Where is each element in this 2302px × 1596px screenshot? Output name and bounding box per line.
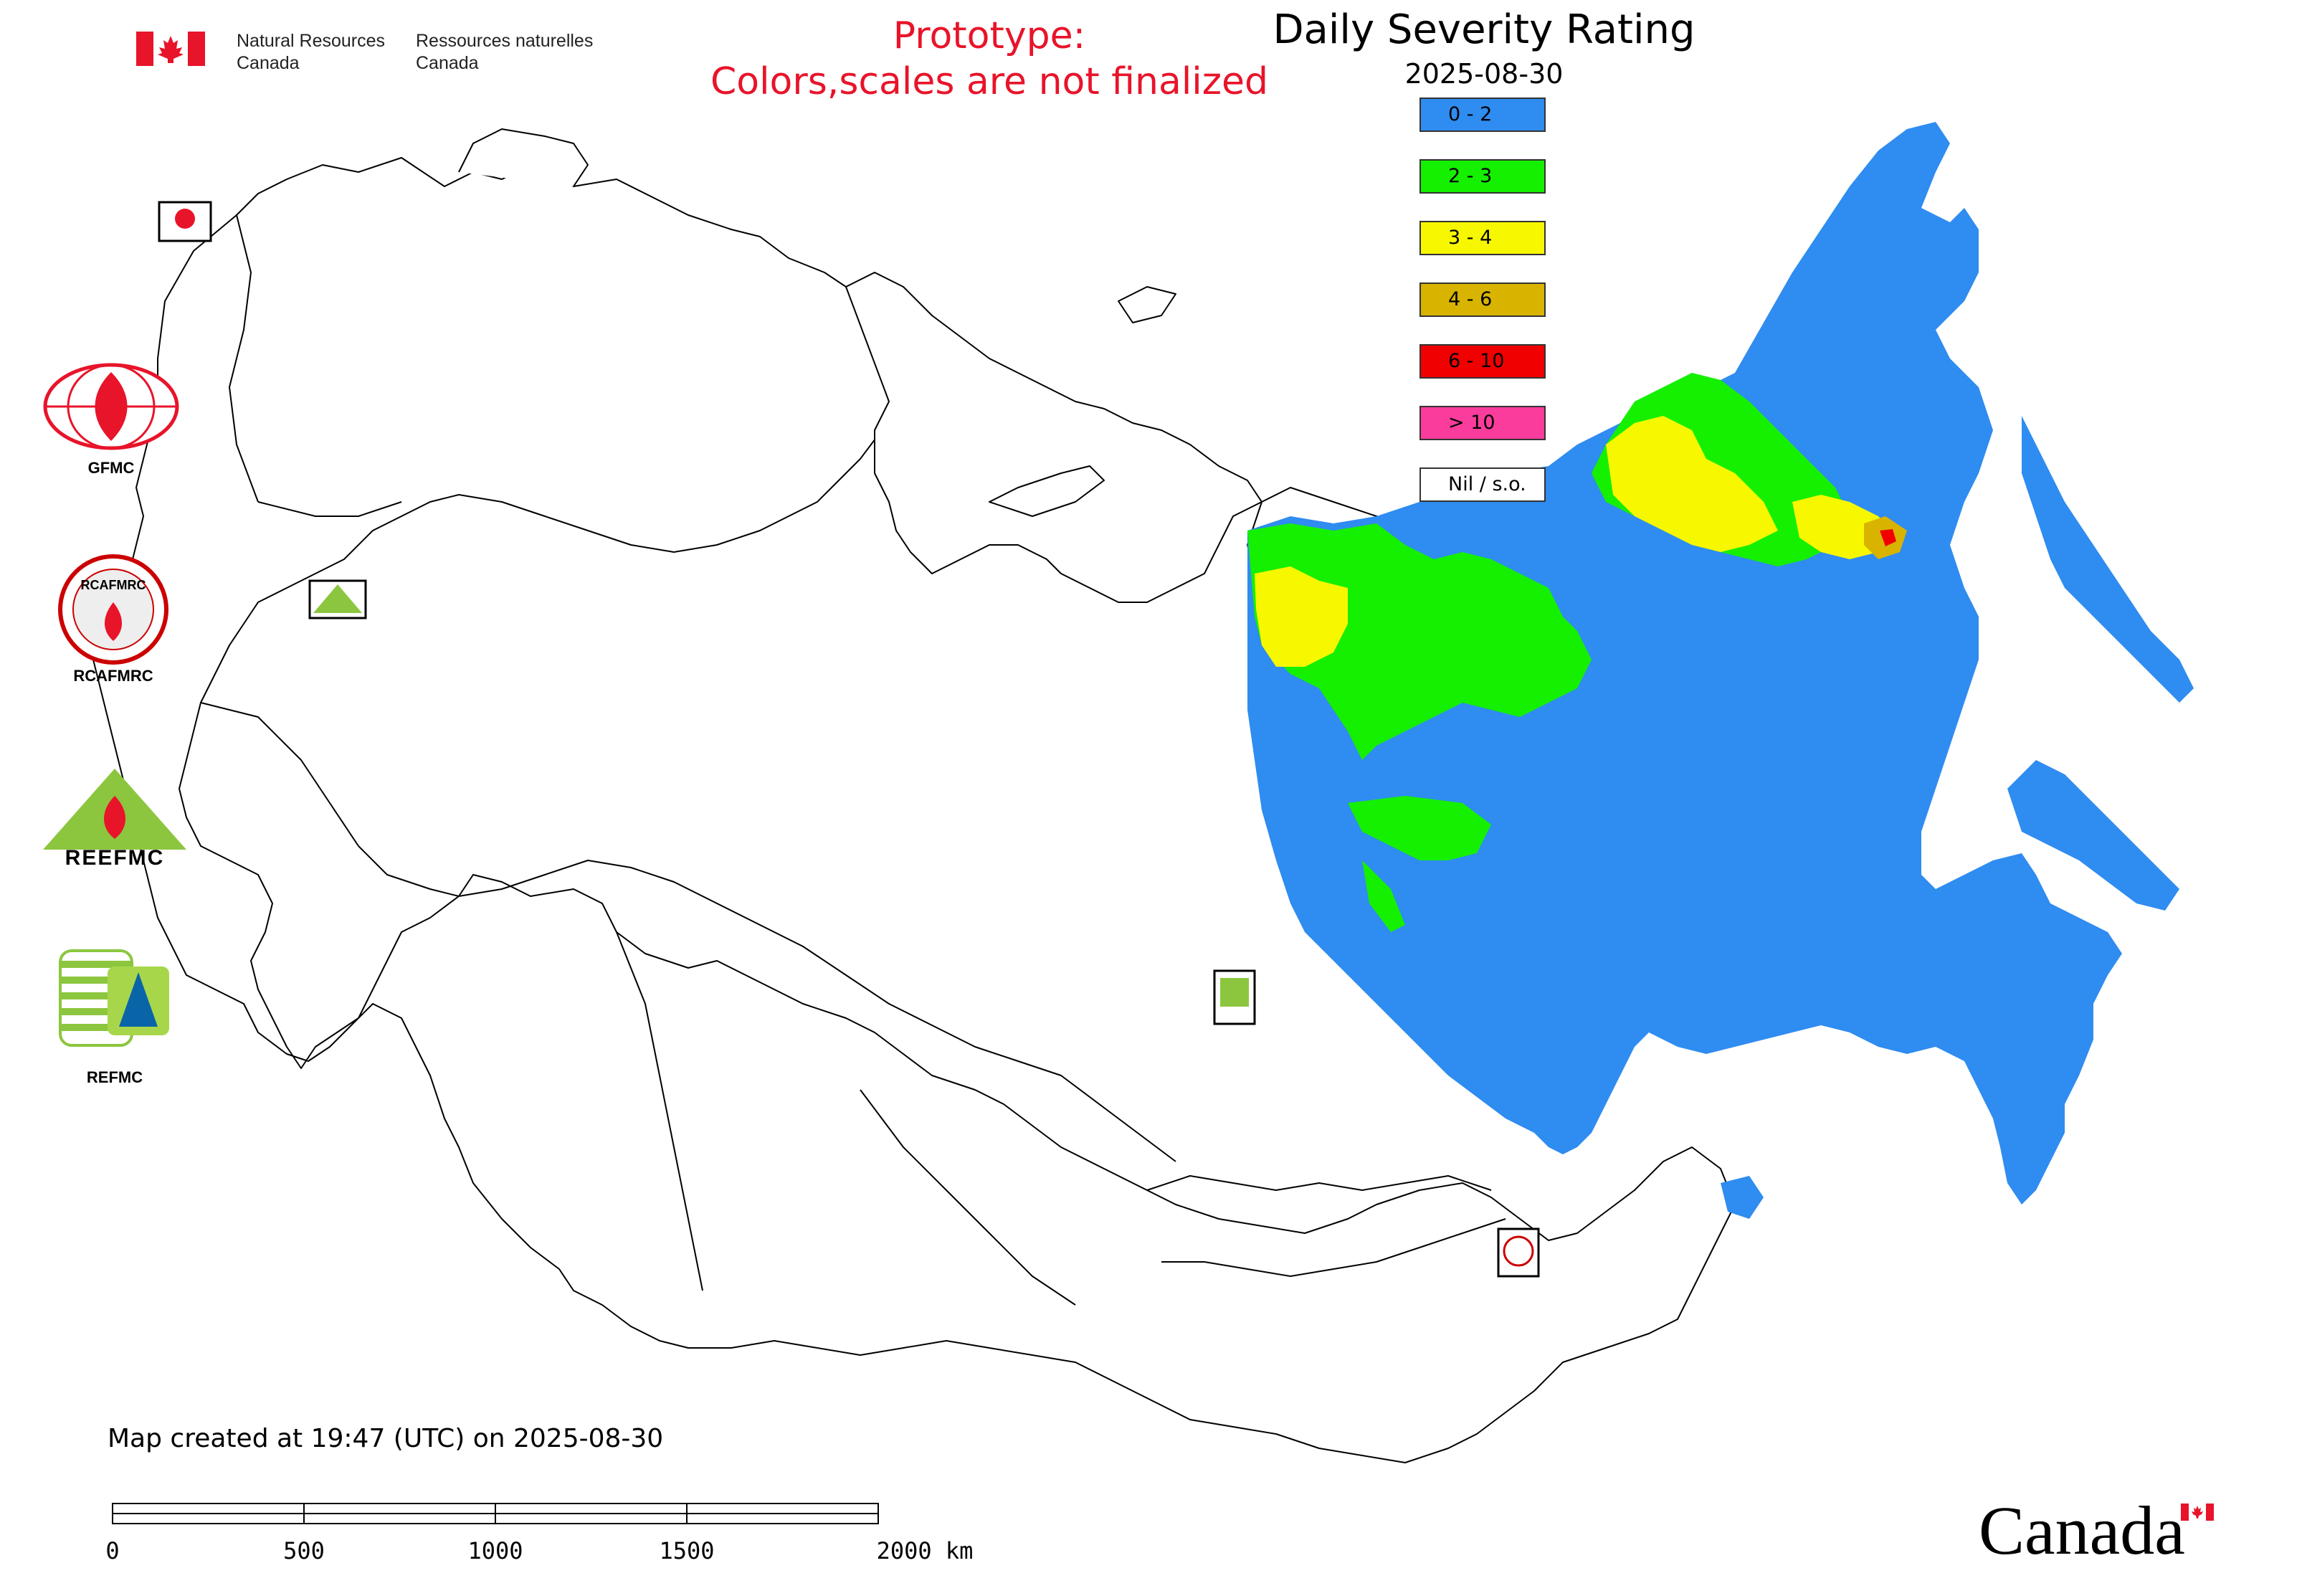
legend-item-0-2: 0 - 2 [1419,98,1546,132]
scale-label-1500: 1500 [659,1537,715,1564]
creation-note: Map created at 19:47 (UTC) on 2025-08-30 [108,1424,664,1453]
canada-wordmark-text: Canada [1979,1492,2185,1569]
reefmc-emblem-icon [43,769,186,850]
map-title: Daily Severity Rating [1273,6,1695,53]
canada-flag-icon [136,32,205,66]
legend-item-gt-10: > 10 [1419,406,1546,440]
rcafmrc-emblem-icon [58,554,168,665]
map-date: 2025-08-30 [1404,58,1564,90]
legend-item-nil: Nil / s.o. [1419,467,1546,502]
scale-label-0: 0 [105,1537,120,1564]
reefmc-label: REEFMC [65,846,165,870]
prototype-line2: Colors,scales are not finalized [710,60,1269,103]
gfmc-label: GFMC [87,459,135,477]
legend-item-6-10: 6 - 10 [1419,344,1546,379]
logo-reefmc[interactable]: REEFMC [39,767,190,871]
nrcan-fr-line1: Ressources naturelles [416,31,594,51]
legend-item-3-4: 3 - 4 [1419,221,1546,255]
refmc-emblem-icon [59,949,169,1047]
rcafmrc-inner-label: RCAFMRC [80,578,146,592]
gfmc-emblem-icon [43,363,179,450]
refmc-label: REFMC [86,1068,143,1086]
rcafmrc-label: RCAFMRC [73,667,153,685]
legend-item-4-6: 4 - 6 [1419,282,1546,317]
map-marker-reefmc[interactable] [308,579,367,619]
canada-wordmark-flag-icon [2181,1504,2214,1521]
logo-rcafmrc[interactable]: RCAFMRC RCAFMRC [56,552,171,688]
map-marker-rcafmrc[interactable] [1497,1227,1540,1278]
prototype-line1: Prototype: [893,14,1086,57]
severity-legend: 0 - 2 2 - 3 3 - 4 4 - 6 6 - 10 > 10 Nil … [1419,98,1549,506]
map-marker-refmc[interactable] [1213,969,1256,1025]
nrcan-fr-line2: Canada [416,53,479,73]
nrcan-en-line1: Natural Resources [237,31,386,51]
scale-label-2000: 2000 km [876,1537,974,1564]
logo-gfmc[interactable]: GFMC [39,362,183,477]
prototype-notice: Prototype: Colors,scales are not finaliz… [645,13,1333,105]
nrcan-wordmark: Natural Resources Canada Ressources natu… [136,29,609,79]
legend-item-2-3: 2 - 3 [1419,159,1546,194]
canada-wordmark: Canada [1979,1495,2230,1574]
map-marker-gfmc[interactable] [158,201,212,242]
scale-label-500: 500 [283,1537,325,1564]
logo-refmc[interactable]: REFMC [57,948,172,1091]
scale-bar-graphic [112,1503,879,1524]
scale-label-1000: 1000 [467,1537,523,1564]
nrcan-en-line2: Canada [237,53,300,73]
severity-raster [1247,122,2194,1219]
scale-bar: 0 500 1000 1500 2000 km [105,1498,973,1585]
